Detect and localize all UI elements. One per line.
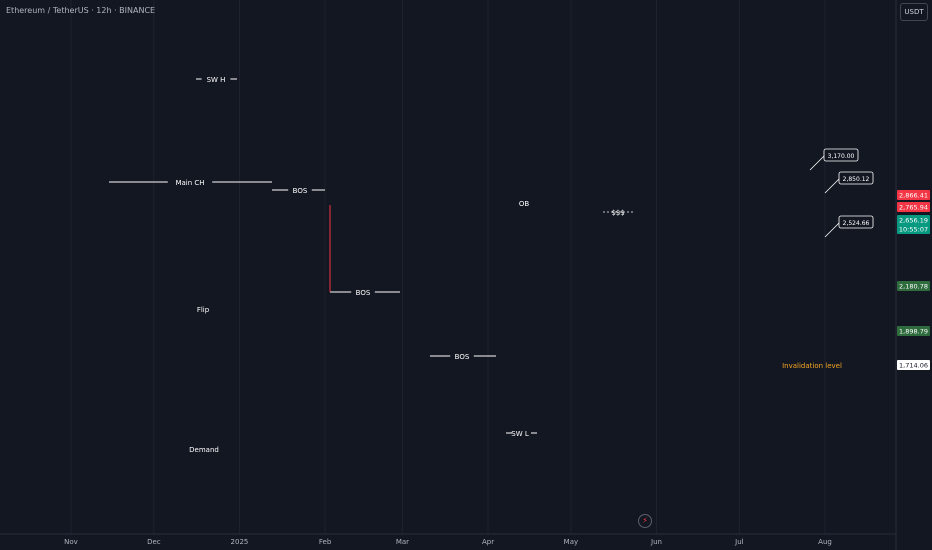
price-tag-label: 2,765.94 [899, 204, 928, 212]
annotation-label-bg [351, 287, 375, 297]
price-tag-label: 10:55:07 [899, 226, 928, 234]
time-tick-label: May [564, 538, 578, 546]
time-tick-label: Nov [64, 538, 78, 546]
annotation-label: Invalidation level [782, 362, 842, 370]
annotation-label: OB [519, 200, 530, 208]
price-axis [896, 0, 932, 550]
price-tag [897, 326, 930, 336]
price-tag-label: 2,656.19 [899, 217, 928, 225]
annotation-label: Demand [189, 446, 219, 454]
annotation-label: Main CH [175, 179, 204, 187]
price-tag [897, 202, 930, 212]
time-tick-label: Jun [650, 538, 662, 546]
price-tag-label: 2,866.41 [899, 192, 928, 200]
symbol-title: Ethereum / TetherUS · 12h · BINANCE [6, 6, 156, 15]
lightning-icon[interactable]: ⚡ [638, 514, 652, 528]
callout-value: 2,524.66 [843, 220, 870, 227]
price-tag [897, 215, 930, 225]
annotation-label-bg [201, 74, 231, 84]
price-tag [897, 360, 930, 370]
time-tick-label: Apr [482, 538, 494, 546]
callout-box [838, 171, 874, 185]
annotation-label: BOS [455, 353, 470, 361]
annotation-label: SW L [511, 430, 529, 438]
annotation-label: SW H [207, 76, 226, 84]
time-tick-label: Dec [147, 538, 161, 546]
callout-box [838, 215, 874, 229]
time-tick-label: Feb [319, 538, 332, 546]
price-tag [897, 190, 930, 200]
annotation-label: BOS [293, 187, 308, 195]
time-tick-label: Aug [818, 538, 832, 546]
callout-value: 3,170.00 [828, 153, 855, 160]
callout-value: 2,850.12 [843, 176, 870, 183]
time-tick-label: 2025 [231, 538, 249, 546]
annotation-label: BOS [356, 289, 371, 297]
callout-leader [824, 222, 840, 238]
price-tag [897, 281, 930, 291]
price-tag [897, 224, 930, 234]
callout-box [823, 148, 859, 162]
callout-leader [824, 178, 840, 194]
annotation-label-bg [288, 185, 312, 195]
annotation-label: $$$ [611, 209, 624, 217]
currency-button[interactable]: USDT [900, 3, 928, 21]
price-tag-label: 2,180.78 [899, 283, 928, 291]
annotation-label: Flip [197, 306, 210, 314]
callout-leader [809, 155, 825, 171]
price-tag-label: 1,714.06 [899, 362, 928, 370]
annotation-label-bg [450, 351, 474, 361]
price-tag-label: 1,898.79 [899, 328, 928, 336]
time-tick-label: Mar [396, 538, 409, 546]
time-tick-label: Jul [734, 538, 744, 546]
annotation-label-bg [167, 177, 213, 187]
